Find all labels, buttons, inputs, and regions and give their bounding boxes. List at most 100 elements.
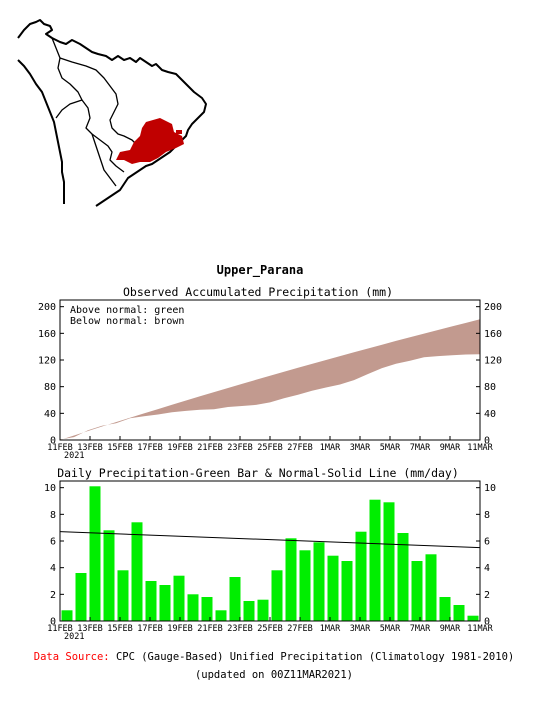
chart2-title: Daily Precipitation-Green Bar & Normal-S… [57,466,459,480]
chart1-ytick-label-right: 120 [484,356,502,367]
daily-precip-bar [61,610,73,621]
chart1-ytick-label-left: 80 [44,382,56,393]
chart2-xtick-label: 11FEB [47,624,73,634]
chart2-xtick-label: 5MAR [380,624,401,634]
chart2-xtick-label: 15FEB [107,624,133,634]
chart2-year-label: 2021 [64,632,84,642]
daily-precip-bar [243,601,255,621]
chart1-xtick-label: 3MAR [350,443,371,453]
chart2-xtick-label: 27FEB [287,624,313,634]
daily-precip-bar [341,561,353,621]
below-normal-area [60,319,480,440]
chart1-xtick-label: 25FEB [257,443,283,453]
daily-precip-bar [215,610,227,621]
region-title: Upper_Parana [217,263,304,278]
daily-precip-bar [187,594,199,621]
map-island [176,130,182,134]
daily-precip-bar [285,538,297,621]
chart1-xtick-label: 15FEB [107,443,133,453]
chart2-xtick-label: 7MAR [410,624,431,634]
daily-precip-bar [271,570,283,621]
chart2-ytick-label-right: 10 [484,483,496,494]
chart2-xtick-label: 9MAR [440,624,461,634]
daily-precip-bar [75,573,87,621]
chart2-xtick-label: 11MAR [467,624,493,634]
chart1-xtick-label: 23FEB [227,443,253,453]
chart2-xtick-label: 1MAR [320,624,341,634]
daily-precip-bar [425,554,437,621]
chart1-ytick-label-left: 40 [44,409,56,420]
daily-precip-bar [159,585,171,621]
daily-precip-bar [103,530,115,621]
chart2-ytick-label-right: 2 [484,590,490,601]
chart2-ytick-label-left: 4 [50,563,56,574]
daily-precip-bar [117,570,129,621]
daily-precip-bar [355,531,367,621]
chart2-ytick-label-left: 6 [50,537,56,548]
chart2-xtick-label: 21FEB [197,624,223,634]
west-coast-outline [17,59,65,204]
chart1-xtick-label: 1MAR [320,443,341,453]
daily-precip-bar [397,533,409,621]
updated-line: (updated on 00Z11MAR2021) [194,669,354,681]
chart2-ytick-label-left: 2 [50,590,56,601]
chart2-ytick-label-left: 10 [44,483,56,494]
chart1-xtick-label: 27FEB [287,443,313,453]
daily-precip-bar [439,597,451,621]
chart1-xtick-label: 17FEB [137,443,163,453]
chart1-xtick-label: 13FEB [77,443,103,453]
chart2-ytick-label-right: 8 [484,510,490,521]
chart2-xtick-label: 25FEB [257,624,283,634]
chart2-xtick-label: 13FEB [77,624,103,634]
daily-precip-bar [201,597,213,621]
chart1-ytick-label-left: 160 [38,329,56,340]
accumulated-chart: Observed Accumulated Precipitation (mm) … [38,285,502,461]
daily-precip-bar [145,581,157,621]
chart1-ytick-label-left: 0 [50,436,56,447]
daily-precip-bar [327,555,339,621]
chart1-xtick-label: 19FEB [167,443,193,453]
chart1-ytick-label-right: 200 [484,302,502,313]
chart2-ytick-label-left: 8 [50,510,56,521]
data-source-line: Data Source: CPC (Gauge-Based) Unified P… [0,651,548,663]
chart2-xtick-label: 17FEB [137,624,163,634]
chart1-xtick-label: 9MAR [440,443,461,453]
chart1-title: Observed Accumulated Precipitation (mm) [123,285,393,299]
chart1-xtick-label: 5MAR [380,443,401,453]
borders [51,37,125,173]
chart2-xtick-label: 19FEB [167,624,193,634]
daily-precip-bar [383,502,395,621]
chart1-ytick-label-right: 160 [484,329,502,340]
chart1-annotation-above: Above normal: green [70,305,184,316]
data-source-label: Data Source: [33,651,110,663]
chart1-year-label: 2021 [64,451,84,461]
chart2-ytick-label-left: 0 [50,617,56,628]
daily-precip-bar [313,542,325,621]
upper-parana-region [116,118,184,164]
chart2-ytick-label-right: 4 [484,563,490,574]
chart1-ytick-label-left: 120 [38,356,56,367]
region-map [17,18,208,208]
daily-precip-bar [467,615,479,621]
daily-precip-bar [89,486,101,621]
chart1-xtick-label: 7MAR [410,443,431,453]
chart1-ytick-label-right: 0 [484,436,490,447]
daily-precip-bar [369,499,381,621]
chart1-ytick-label-right: 40 [484,409,496,420]
chart1-xtick-label: 11FEB [47,443,73,453]
chart1-annotation-below: Below normal: brown [70,316,184,327]
chart1-xtick-label: 21FEB [197,443,223,453]
daily-precip-bar [131,522,143,621]
daily-precip-bar [453,605,465,621]
chart2-xtick-label: 3MAR [350,624,371,634]
chart2-xtick-label: 23FEB [227,624,253,634]
daily-precip-bar [299,550,311,621]
daily-chart: Daily Precipitation-Green Bar & Normal-S… [44,466,496,642]
chart2-ytick-label-right: 6 [484,537,490,548]
chart1-ytick-label-left: 200 [38,302,56,313]
chart1-ytick-label-right: 80 [484,382,496,393]
data-source-text: CPC (Gauge-Based) Unified Precipitation … [115,651,515,663]
daily-precip-bar [173,575,185,621]
chart1-xtick-label: 11MAR [467,443,493,453]
